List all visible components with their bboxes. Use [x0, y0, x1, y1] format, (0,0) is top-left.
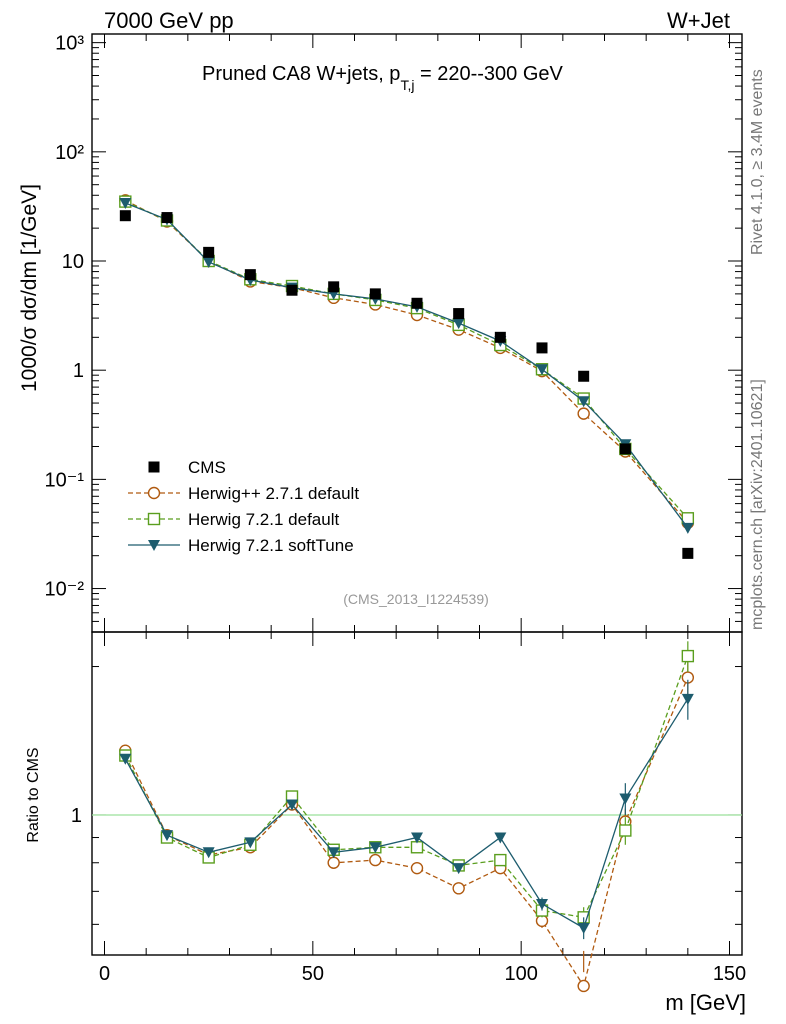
ratio-y-tick-label: 1: [71, 805, 82, 827]
legend-marker-cms: [148, 461, 160, 473]
x-tick-label: 100: [504, 963, 537, 985]
main-point-cms: [682, 547, 694, 559]
header-left-label: 7000 GeV pp: [104, 8, 234, 33]
main-plot-title-sub: T,j: [400, 77, 414, 93]
main-y-tick-label: 10³: [55, 33, 84, 55]
main-point-cms: [119, 210, 131, 222]
ratio-point-herwig-7-2-1-softtune: [536, 898, 548, 910]
ratio-point-herwig-7-2-1-softtune: [577, 922, 590, 934]
main-y-tick-label: 10⁻²: [45, 579, 85, 601]
ratio-point-herwig-7-2-1-softtune: [452, 863, 465, 875]
legend-marker-herwig-7-2-1-softtune: [148, 540, 160, 551]
legend-label-herwig-2-7-1-default: Herwig++ 2.7.1 default: [188, 484, 359, 503]
main-y-tick-label: 10: [62, 251, 84, 273]
ratio-point-herwig-7-2-1-softtune: [244, 837, 257, 849]
main-y-tick-label: 1: [73, 360, 84, 382]
ratio-point-herwig-2-7-1-default: [369, 853, 382, 867]
x-axis-label: m [GeV]: [665, 990, 746, 1015]
ratio-point-herwig-7-2-1-softtune: [369, 842, 382, 854]
main-plot-watermark: (CMS_2013_I1224539): [343, 591, 489, 607]
ratio-point-herwig-7-2-1-softtune: [286, 799, 298, 811]
main-plot-title-main: Pruned CA8 W+jets, p: [202, 63, 400, 85]
ratio-point-herwig-2-7-1-default: [327, 856, 340, 869]
main-line-herwig-7-2-1-softtune: [125, 202, 689, 529]
x-tick-label: 50: [302, 963, 324, 985]
main-point-cms: [619, 443, 631, 455]
main-point-cms: [453, 308, 465, 320]
main-y-axis-label: 1000/σ dσ/dm [1/GeV]: [18, 184, 41, 392]
legend-label-herwig-7-2-1-softtune: Herwig 7.2.1 softTune: [188, 536, 354, 555]
legend-marker-herwig-2-7-1-default: [147, 486, 161, 500]
ratio-point-herwig-2-7-1-default: [577, 979, 590, 993]
ratio-point-herwig-7-2-1-softtune: [494, 832, 507, 844]
main-point-herwig-7-2-1-softtune: [681, 522, 694, 534]
ratio-point-herwig-7-2-1-softtune: [327, 847, 340, 859]
legend-label-herwig-7-2-1-default: Herwig 7.2.1 default: [188, 510, 339, 529]
main-point-herwig-7-2-1-softtune: [202, 256, 215, 268]
ratio-point-herwig-2-7-1-default: [410, 861, 424, 875]
main-point-cms: [328, 281, 340, 293]
ratio-point-herwig-7-2-1-softtune: [202, 847, 215, 859]
ratio-point-herwig-7-2-1-softtune: [411, 832, 423, 844]
ratio-point-herwig-2-7-1-default: [452, 882, 465, 895]
main-point-herwig-7-2-1-softtune: [536, 364, 548, 376]
ratio-line-herwig-2-7-1-default: [124, 677, 689, 988]
ratio-point-herwig-7-2-1-default: [619, 824, 632, 837]
main-point-herwig-7-2-1-softtune: [577, 396, 590, 408]
main-plot-title-tail: = 220--300 GeV: [414, 63, 563, 85]
main-plot-title: Pruned CA8 W+jets, pT,j = 220--300 GeV: [202, 63, 564, 93]
main-point-cms: [536, 342, 548, 354]
main-point-cms: [244, 269, 256, 281]
main-point-cms: [411, 297, 423, 309]
main-point-cms: [369, 288, 381, 300]
main-y-tick-label: 10⁻¹: [45, 469, 85, 491]
ratio-point-herwig-7-2-1-softtune: [119, 753, 132, 765]
main-line-herwig-7-2-1-default: [125, 201, 689, 519]
ratio-point-herwig-7-2-1-softtune: [161, 830, 173, 842]
main-plot-area: 10⁻² 10⁻¹ 1 10 10² 10³: [45, 33, 743, 633]
ratio-y-axis-label: Ratio to CMS: [25, 747, 42, 842]
main-point-cms: [578, 370, 590, 382]
main-point-cms: [161, 212, 173, 224]
side-label-bottom: mcplots.cern.ch [arXiv:2401.10621]: [749, 379, 766, 630]
legend: CMS Herwig++ 2.7.1 default Herwig 7.2.1 de…: [128, 458, 359, 555]
main-point-cms: [203, 246, 215, 258]
main-y-tick-label: 10²: [55, 142, 84, 164]
main-line-herwig-2-7-1-default: [125, 199, 689, 524]
main-point-cms: [286, 284, 298, 296]
x-tick-label: 150: [713, 963, 746, 985]
ratio-point-herwig-7-2-1-default: [494, 853, 507, 867]
ratio-point-herwig-7-2-1-default: [681, 649, 695, 663]
legend-label-cms: CMS: [188, 458, 226, 477]
ratio-point-herwig-7-2-1-softtune: [681, 693, 694, 705]
ratio-plot-frame: [91, 631, 743, 956]
ratio-line-herwig-7-2-1-default: [124, 655, 689, 919]
legend-marker-herwig-7-2-1-default: [147, 512, 161, 526]
main-point-herwig-2-7-1-default: [577, 407, 590, 420]
main-point-cms: [494, 331, 506, 343]
main-point-herwig-7-2-1-softtune: [119, 197, 132, 209]
ratio-point-herwig-7-2-1-softtune: [619, 793, 632, 805]
x-tick-label: 0: [99, 963, 110, 985]
header-right-label: W+Jet: [667, 8, 730, 33]
ratio-line-herwig-7-2-1-softtune: [124, 698, 689, 929]
side-label-top: Rivet 4.1.0, ≥ 3.4M events: [749, 69, 766, 255]
ratio-plot-area: 0 50 100 150 1: [71, 631, 746, 993]
main-point-herwig-7-2-1-softtune: [452, 318, 465, 330]
